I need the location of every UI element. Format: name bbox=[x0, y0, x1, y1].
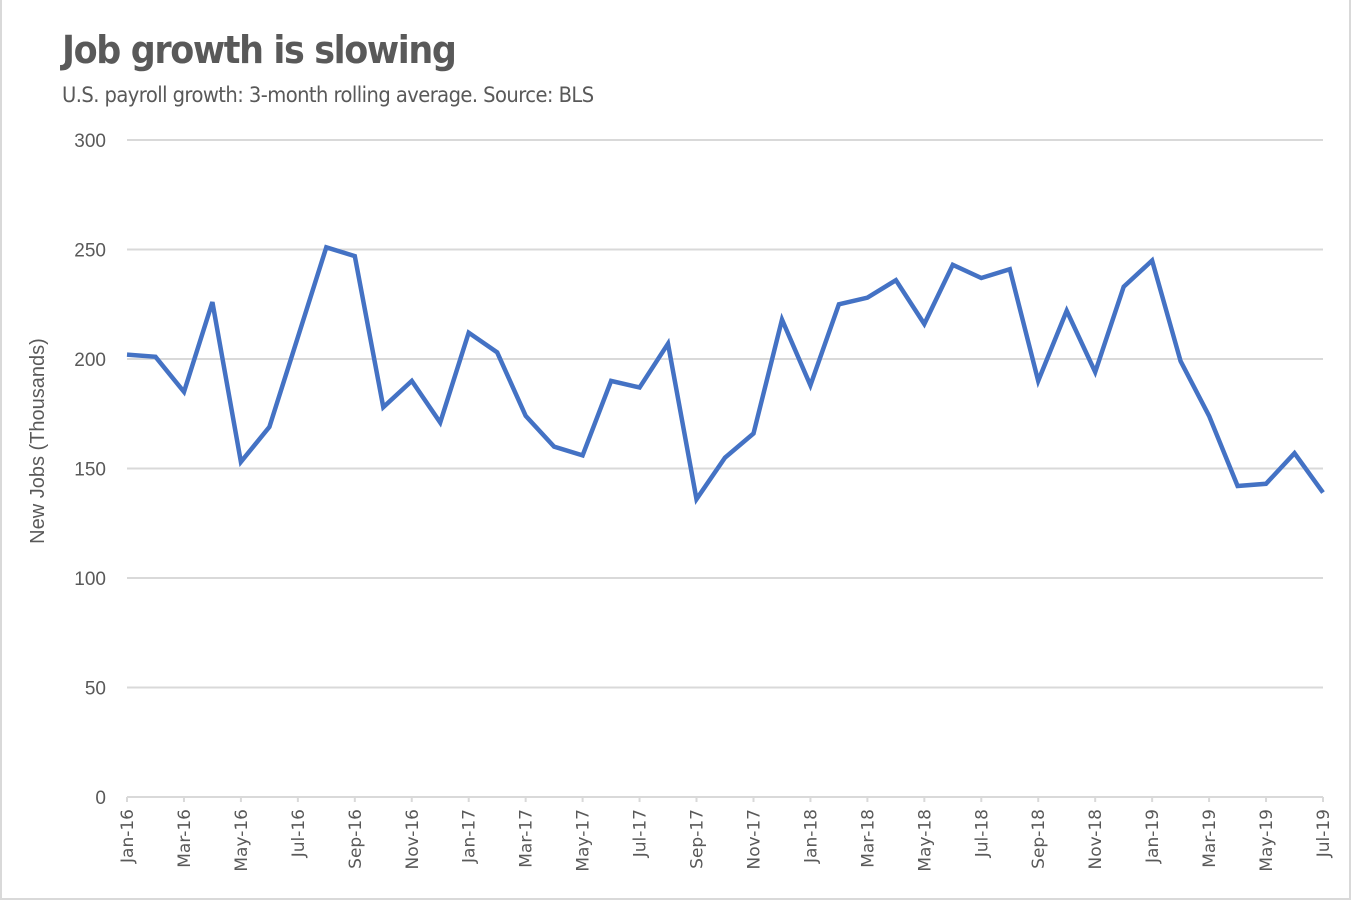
x-tick-label: Mar-16 bbox=[175, 809, 195, 868]
y-tick-label: 250 bbox=[74, 241, 106, 262]
x-tick-label: Mar-19 bbox=[1200, 809, 1220, 868]
x-tick-label: Mar-17 bbox=[517, 809, 537, 868]
y-tick-label: 50 bbox=[85, 679, 106, 700]
chart-subtitle: U.S. payroll growth: 3-month rolling ave… bbox=[62, 83, 594, 107]
x-tick-label: May-17 bbox=[574, 809, 594, 872]
x-tick-label: Jul-16 bbox=[289, 809, 309, 858]
y-tick-label: 150 bbox=[74, 460, 106, 481]
x-tick-label: Mar-18 bbox=[858, 809, 878, 868]
series-group bbox=[126, 244, 1325, 505]
gridlines bbox=[127, 139, 1323, 798]
x-tick-label: Sep-16 bbox=[346, 809, 366, 869]
y-axis-title: New Jobs (Thousands) bbox=[27, 338, 49, 544]
x-axis: Jan-16 Mar-16 May-16 Jul-16 Sep-16 Nov-16 Jan-… bbox=[118, 797, 1334, 872]
x-tick-label: Sep-18 bbox=[1029, 809, 1049, 869]
x-tick-label: May-18 bbox=[915, 809, 935, 872]
x-tick-label: Sep-17 bbox=[688, 809, 708, 869]
series-line bbox=[126, 244, 1325, 505]
x-tick-label: Jul-19 bbox=[1314, 809, 1334, 858]
x-tick-label: Nov-16 bbox=[403, 809, 423, 870]
chart-title: Job growth is slowing bbox=[62, 28, 457, 72]
y-tick-label: 300 bbox=[74, 131, 106, 152]
y-tick-label: 200 bbox=[74, 350, 106, 371]
x-tick-label: Jul-18 bbox=[972, 809, 992, 858]
x-tick-label: Jan-16 bbox=[118, 809, 138, 864]
x-tick-label: Jan-18 bbox=[801, 809, 821, 864]
y-tick-label: 0 bbox=[95, 788, 106, 809]
x-tick-label: Nov-18 bbox=[1086, 809, 1106, 870]
x-tick-label: Jul-17 bbox=[631, 809, 651, 858]
x-tick-label: Jan-19 bbox=[1143, 809, 1163, 864]
x-tick-label: Nov-17 bbox=[744, 809, 764, 870]
x-tick-label: Jan-17 bbox=[460, 809, 480, 864]
y-tick-label: 100 bbox=[74, 569, 106, 590]
x-tick-label: May-19 bbox=[1257, 809, 1277, 872]
y-axis-ticks: 0 50 100 150 200 250 300 bbox=[74, 131, 106, 809]
x-tick-label: May-16 bbox=[232, 809, 252, 872]
